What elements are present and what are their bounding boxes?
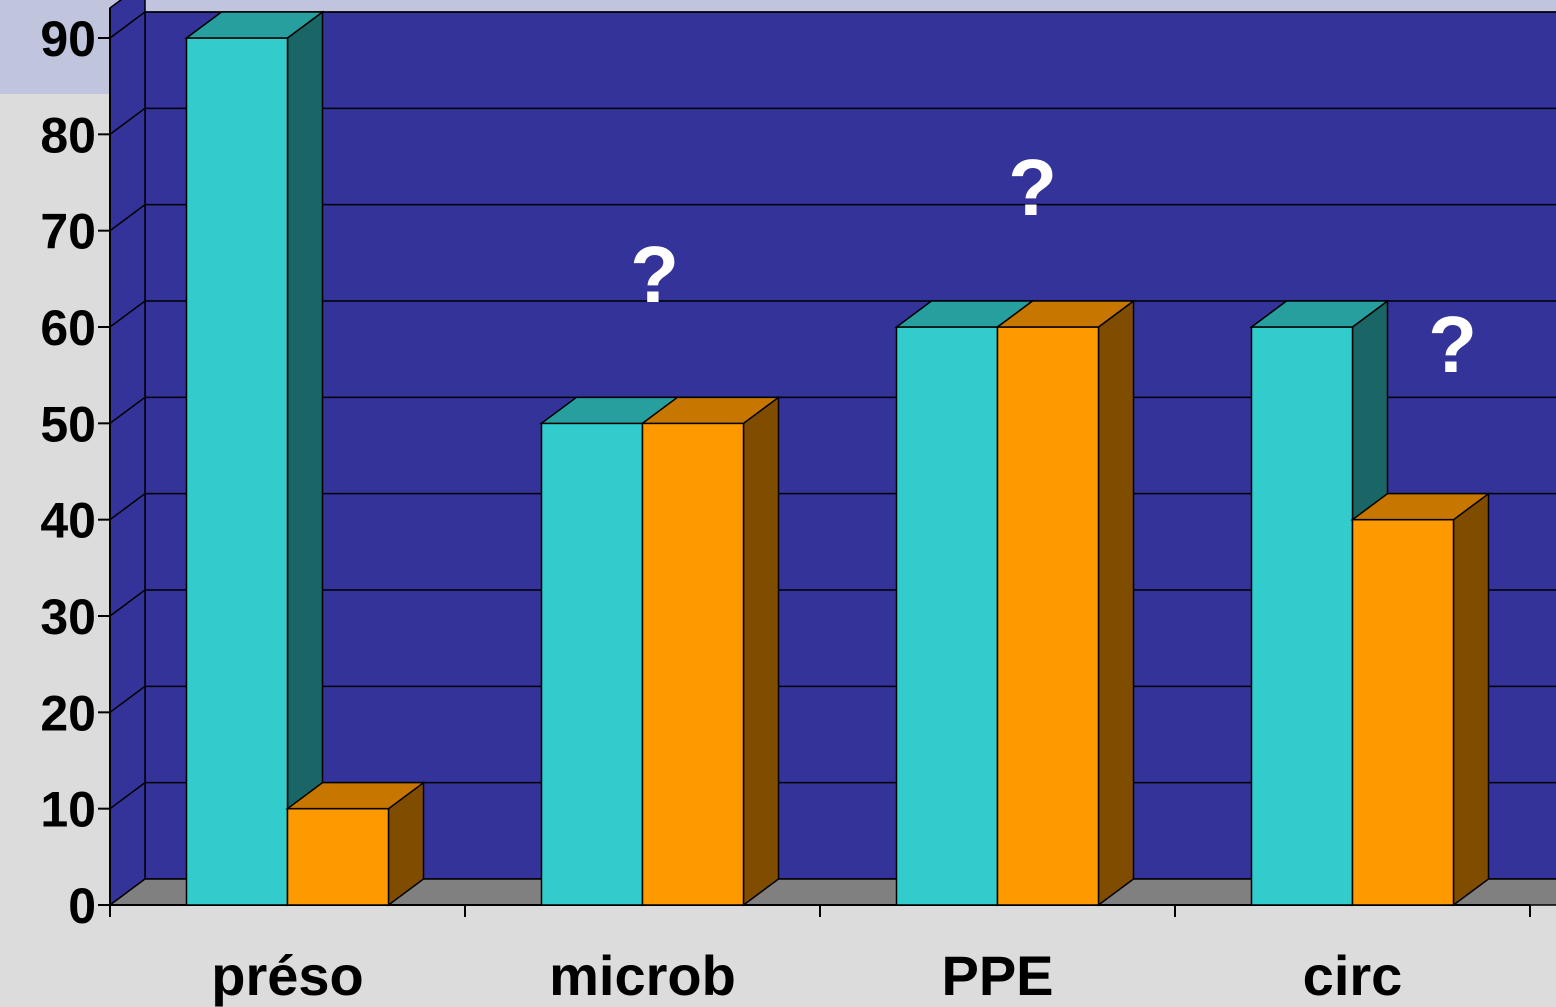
x-category-label: PPE (941, 944, 1053, 1007)
bar (286, 807, 390, 906)
bar-side (742, 395, 780, 907)
y-tick-label: 50 (40, 396, 96, 452)
bar (895, 326, 999, 906)
bar-top (995, 300, 1136, 328)
bar (641, 422, 745, 906)
plot-side-wall (109, 0, 146, 907)
bar-side (1097, 299, 1135, 907)
y-tick-label: 80 (40, 107, 96, 163)
bar-top (1350, 492, 1491, 521)
gridline (109, 203, 1556, 232)
gridline (109, 11, 1556, 39)
y-tick-label: 30 (40, 589, 96, 645)
y-tick-label: 60 (40, 300, 96, 356)
bar-top (184, 11, 325, 39)
question-mark-annotation: ? (630, 230, 679, 319)
bar-top (640, 396, 781, 425)
y-tick-label: 70 (40, 204, 96, 260)
bar (540, 422, 644, 906)
bar (1250, 326, 1354, 906)
bar-top (1249, 300, 1390, 328)
y-tick-label: 10 (40, 782, 96, 838)
x-category-label: microb (549, 944, 736, 1007)
question-mark-annotation: ? (1428, 300, 1477, 389)
bar-side (1452, 492, 1490, 907)
bar (185, 37, 289, 906)
y-tick-label: 90 (40, 11, 96, 67)
bar-top (285, 781, 426, 810)
question-mark-annotation: ? (1008, 143, 1057, 232)
bar (1351, 518, 1455, 906)
bar (996, 326, 1100, 906)
y-tick-label: 40 (40, 493, 96, 549)
x-category-label: circ (1303, 944, 1403, 1007)
x-category-label: préso (211, 944, 364, 1007)
y-tick-label: 20 (40, 685, 96, 741)
bar-side (286, 10, 324, 907)
y-tick-label: 0 (68, 878, 96, 934)
gridline (109, 107, 1556, 135)
